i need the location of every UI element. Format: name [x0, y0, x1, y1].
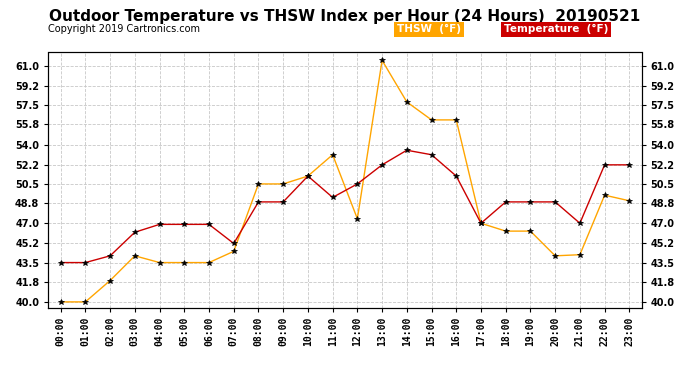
- Text: THSW  (°F): THSW (°F): [397, 24, 461, 34]
- Text: Temperature  (°F): Temperature (°F): [504, 24, 608, 34]
- Text: Copyright 2019 Cartronics.com: Copyright 2019 Cartronics.com: [48, 24, 200, 34]
- Text: Outdoor Temperature vs THSW Index per Hour (24 Hours)  20190521: Outdoor Temperature vs THSW Index per Ho…: [50, 9, 640, 24]
